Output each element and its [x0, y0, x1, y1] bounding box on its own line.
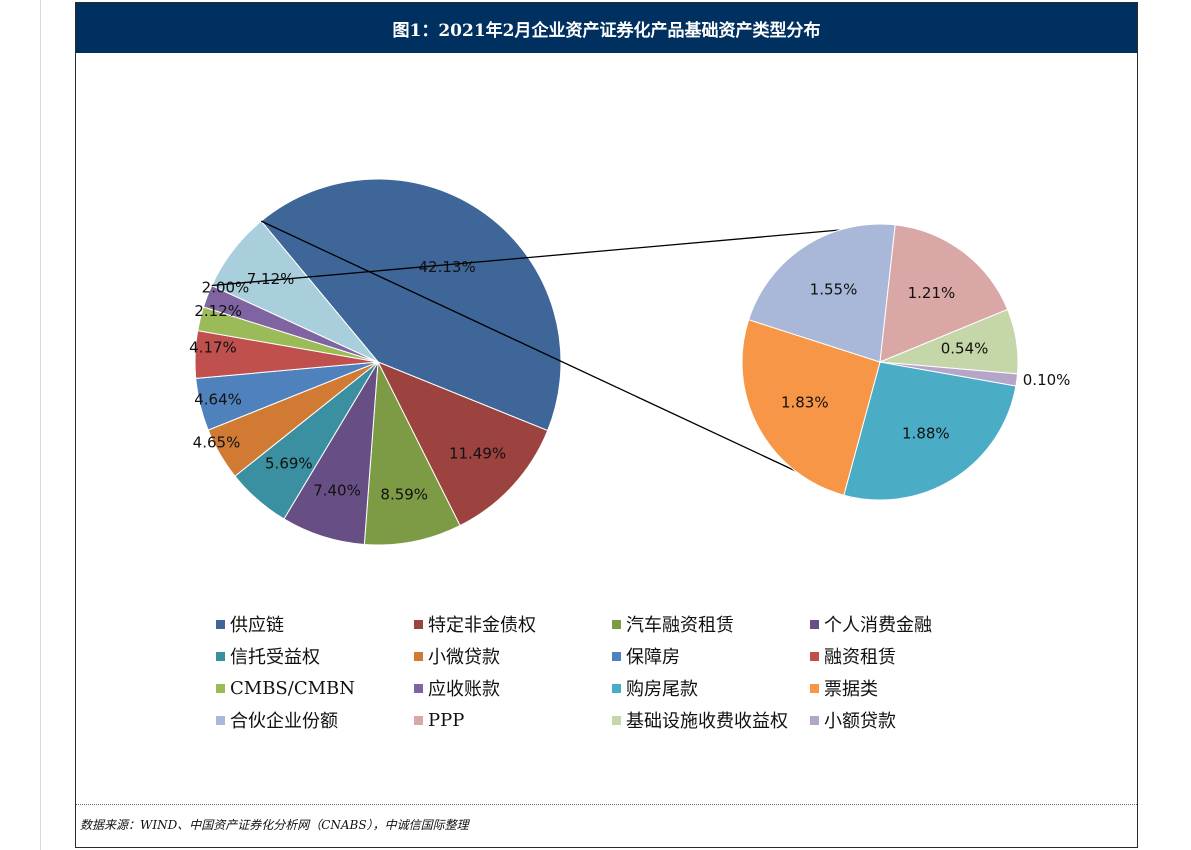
legend-label: 小额贷款 — [824, 711, 896, 732]
secondary-label-3: 1.55% — [810, 281, 858, 299]
secondary-slice-1 — [843, 361, 1017, 501]
main-label-2: 11.49% — [449, 444, 506, 462]
legend-label: 基础设施收费收益权 — [626, 711, 788, 732]
legend-label: PPP — [428, 709, 465, 731]
legend-item: 个人消费金融 — [810, 610, 1030, 638]
main-slice-2 — [376, 361, 549, 527]
secondary-label-2: 1.83% — [781, 393, 829, 411]
legend-label: 融资租赁 — [824, 647, 896, 668]
legend-swatch — [216, 715, 225, 725]
secondary-pie — [741, 223, 1019, 501]
main-label-8: 4.17% — [189, 339, 237, 357]
legend-label: 应收账款 — [428, 679, 500, 700]
legend-swatch — [414, 651, 423, 661]
legend-label: 个人消费金融 — [824, 615, 932, 636]
secondary-slice-2 — [741, 319, 881, 496]
main-slice-1 — [260, 178, 562, 432]
legend-swatch — [810, 715, 819, 725]
secondary-slice-4 — [879, 224, 1009, 363]
secondary-label-4: 1.21% — [908, 284, 956, 302]
legend-swatch — [612, 715, 621, 725]
title-bar: 图1：2021年2月企业资产证券化产品基础资产类型分布 — [76, 3, 1137, 53]
legend-label: 供应链 — [230, 615, 284, 636]
legend-swatch — [414, 715, 423, 725]
secondary-label-1: 1.88% — [902, 425, 950, 443]
legend-label: CMBS/CMBN — [230, 677, 356, 699]
main-label-6: 4.65% — [193, 434, 241, 452]
legend-swatch — [612, 683, 621, 693]
main-label-4: 7.40% — [313, 482, 361, 500]
secondary-label-5: 0.54% — [941, 340, 989, 358]
legend-swatch — [612, 651, 621, 661]
legend-label: 小微贷款 — [428, 647, 500, 668]
legend-swatch — [216, 619, 225, 629]
legend-swatch — [414, 619, 423, 629]
main-label-11: 7.12% — [247, 270, 295, 288]
legend-swatch — [414, 683, 423, 693]
legend-label: 汽车融资租赁 — [626, 615, 734, 636]
legend-swatch — [810, 683, 819, 693]
legend-label: 票据类 — [824, 679, 878, 700]
legend-label: 特定非金债权 — [428, 615, 536, 636]
main-label-5: 5.69% — [265, 454, 313, 472]
source-note: 数据来源：WIND、中国资产证券化分析网（CNABS），中诚信国际整理 — [80, 818, 469, 832]
legend-item: 融资租赁 — [810, 642, 1030, 670]
connector-lines — [211, 220, 852, 498]
main-pie — [194, 178, 562, 546]
main-label-1: 42.13% — [419, 258, 476, 276]
chart-title: 图1：2021年2月企业资产证券化产品基础资产类型分布 — [392, 20, 821, 41]
legend-item: 特定非金债权 — [414, 610, 612, 638]
legend-swatch — [216, 683, 225, 693]
source-divider — [76, 804, 1137, 805]
legend-item: CMBS/CMBN — [216, 674, 414, 702]
legend-item: 合伙企业份额 — [216, 706, 414, 734]
legend-item: 小微贷款 — [414, 642, 612, 670]
chart-legend: 供应链 特定非金债权 汽车融资租赁 个人消费金融信托受益权 小微贷款 保障房 融资租赁 CMB… — [216, 610, 1056, 734]
legend-label: 合伙企业份额 — [230, 711, 338, 732]
legend-swatch — [612, 619, 621, 629]
main-label-7: 4.64% — [194, 391, 242, 409]
legend-item: PPP — [414, 706, 612, 734]
main-label-10: 2.00% — [202, 278, 250, 296]
legend-swatch — [216, 651, 225, 661]
legend-label: 信托受益权 — [230, 647, 320, 668]
page-margin-rule — [40, 0, 41, 850]
legend-item: 应收账款 — [414, 674, 612, 702]
legend-item: 基础设施收费收益权 — [612, 706, 810, 734]
pie-of-pie-chart: 42.13% 11.49% 8.59% 7.40%5.69% 4.65% 4.64% 4.1… — [189, 178, 1070, 546]
main-slice-3 — [363, 360, 461, 546]
main-label-3: 8.59% — [380, 485, 428, 503]
figure-frame: 图1：2021年2月企业资产证券化产品基础资产类型分布 42.13% 11.49%… — [75, 2, 1138, 848]
legend-item: 汽车融资租赁 — [612, 610, 810, 638]
legend-item: 小额贷款 — [810, 706, 1030, 734]
secondary-label-6: 0.10% — [1023, 371, 1071, 389]
main-label-9: 2.12% — [194, 302, 242, 320]
connector-line-top — [211, 229, 840, 287]
secondary-slice-6 — [879, 361, 1019, 387]
connector-line-bottom — [260, 220, 852, 498]
legend-swatch — [810, 651, 819, 661]
secondary-slice-3 — [748, 223, 896, 363]
legend-label: 保障房 — [626, 647, 680, 668]
legend-item: 票据类 — [810, 674, 1030, 702]
legend-item: 保障房 — [612, 642, 810, 670]
legend-item: 购房尾款 — [612, 674, 810, 702]
main-pie-labels: 42.13% 11.49% 8.59% 7.40%5.69% 4.65% 4.64% 4.1… — [189, 258, 506, 503]
legend-item: 供应链 — [216, 610, 414, 638]
legend-label: 购房尾款 — [626, 679, 698, 700]
secondary-pie-labels: 1.88% 1.83% 1.55% 1.21% 0.54% 0.10% — [781, 281, 1070, 443]
legend-swatch — [810, 619, 819, 629]
legend-item: 信托受益权 — [216, 642, 414, 670]
